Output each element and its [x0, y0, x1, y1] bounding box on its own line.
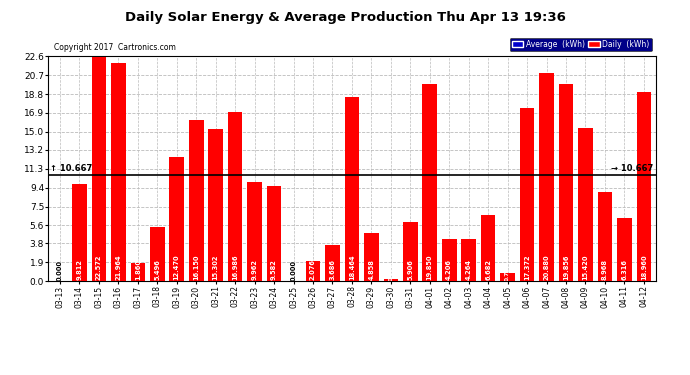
Text: → 10.667: → 10.667: [611, 164, 653, 173]
Bar: [559, 84, 573, 281]
Text: 0.792: 0.792: [505, 262, 510, 281]
Text: 22.572: 22.572: [96, 255, 102, 280]
Bar: [462, 239, 476, 281]
Bar: [72, 184, 87, 281]
Text: 8.968: 8.968: [602, 259, 608, 280]
Bar: [636, 93, 651, 281]
Text: Copyright 2017  Cartronics.com: Copyright 2017 Cartronics.com: [55, 43, 176, 52]
Text: 6.316: 6.316: [622, 259, 627, 280]
Bar: [598, 192, 612, 281]
Text: 16.150: 16.150: [193, 255, 199, 280]
Text: 0.192: 0.192: [388, 262, 393, 281]
Text: 16.986: 16.986: [232, 255, 238, 280]
Bar: [325, 244, 339, 281]
Text: 4.206: 4.206: [446, 259, 452, 280]
Text: 4.858: 4.858: [368, 260, 375, 280]
Bar: [247, 182, 262, 281]
Text: 0.000: 0.000: [290, 260, 297, 281]
Bar: [267, 186, 282, 281]
Bar: [617, 218, 631, 281]
Text: 18.464: 18.464: [349, 255, 355, 280]
Bar: [520, 108, 534, 281]
Text: 17.372: 17.372: [524, 255, 530, 280]
Text: Daily Solar Energy & Average Production Thu Apr 13 19:36: Daily Solar Energy & Average Production …: [125, 11, 565, 24]
Bar: [384, 279, 398, 281]
Text: 12.470: 12.470: [174, 255, 180, 280]
Bar: [364, 233, 379, 281]
Text: 6.682: 6.682: [485, 259, 491, 280]
Bar: [306, 261, 320, 281]
Text: 3.686: 3.686: [329, 259, 335, 280]
Bar: [539, 74, 554, 281]
Text: ↑ 10.667: ↑ 10.667: [50, 164, 92, 173]
Bar: [228, 112, 242, 281]
Text: 19.856: 19.856: [563, 255, 569, 280]
Text: 9.962: 9.962: [252, 259, 257, 280]
Bar: [500, 273, 515, 281]
Text: 5.906: 5.906: [407, 260, 413, 280]
Text: 9.582: 9.582: [271, 260, 277, 280]
Text: 15.420: 15.420: [582, 255, 589, 280]
Text: 9.812: 9.812: [77, 259, 82, 280]
Bar: [92, 57, 106, 281]
Bar: [403, 222, 417, 281]
Text: 0.000: 0.000: [57, 260, 63, 281]
Text: 20.880: 20.880: [544, 255, 549, 280]
Bar: [481, 215, 495, 281]
Bar: [130, 263, 145, 281]
Bar: [111, 63, 126, 281]
Text: 15.302: 15.302: [213, 255, 219, 280]
Bar: [442, 239, 457, 281]
Bar: [208, 129, 223, 281]
Text: 1.860: 1.860: [135, 259, 141, 280]
Bar: [344, 98, 359, 281]
Text: 4.264: 4.264: [466, 259, 472, 280]
Text: 18.960: 18.960: [641, 255, 647, 280]
Bar: [189, 120, 204, 281]
Legend: Average  (kWh), Daily  (kWh): Average (kWh), Daily (kWh): [509, 38, 651, 51]
Bar: [150, 226, 165, 281]
Text: 19.850: 19.850: [426, 255, 433, 280]
Text: 5.496: 5.496: [155, 260, 160, 280]
Text: 2.076: 2.076: [310, 259, 316, 280]
Bar: [170, 157, 184, 281]
Text: 21.964: 21.964: [115, 255, 121, 280]
Bar: [422, 84, 437, 281]
Bar: [578, 128, 593, 281]
